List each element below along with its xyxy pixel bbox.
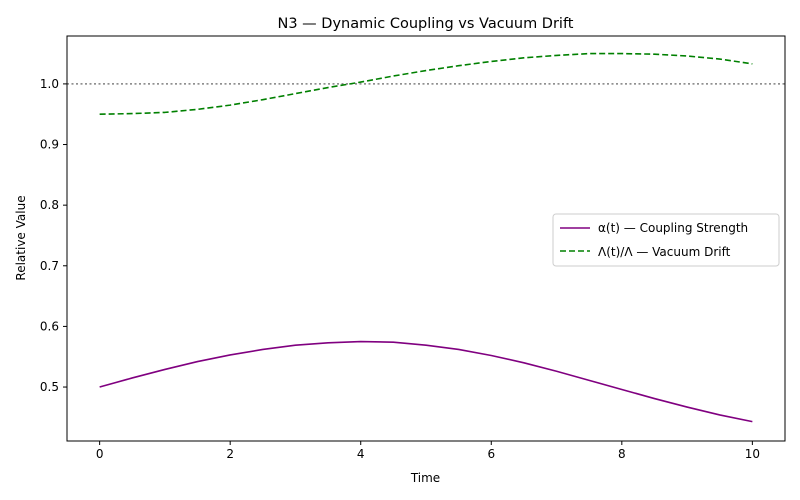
y-axis-label: Relative Value <box>14 195 28 280</box>
y-axis: 0.5 0.6 0.7 0.8 0.9 1.0 <box>40 77 67 394</box>
y-tick-label: 0.6 <box>40 319 59 333</box>
x-axis: 0 2 4 6 8 10 <box>96 441 760 461</box>
x-axis-label: Time <box>410 471 440 485</box>
x-tick-label: 6 <box>487 447 495 461</box>
y-tick-label: 0.7 <box>40 259 59 273</box>
x-tick-label: 8 <box>618 447 626 461</box>
y-tick-label: 1.0 <box>40 77 59 91</box>
series-line-vacuum <box>99 52 753 116</box>
y-tick-label: 0.8 <box>40 198 59 212</box>
x-tick-label: 0 <box>96 447 104 461</box>
x-tick-label: 4 <box>357 447 365 461</box>
x-tick-label: 10 <box>745 447 760 461</box>
legend: α(t) — Coupling Strength Λ(t)/Λ — Vacuum… <box>552 213 780 267</box>
series-line-coupling <box>99 340 753 423</box>
y-tick-label: 0.9 <box>40 138 59 152</box>
legend-label-vacuum: Λ(t)/Λ — Vacuum Drift <box>598 245 731 259</box>
plot-frame <box>66 35 786 442</box>
x-tick-label: 2 <box>226 447 234 461</box>
legend-frame <box>552 213 780 267</box>
y-tick-label: 0.5 <box>40 380 59 394</box>
legend-label-coupling: α(t) — Coupling Strength <box>598 221 748 235</box>
chart-title: N3 — Dynamic Coupling vs Vacuum Drift <box>278 16 574 32</box>
